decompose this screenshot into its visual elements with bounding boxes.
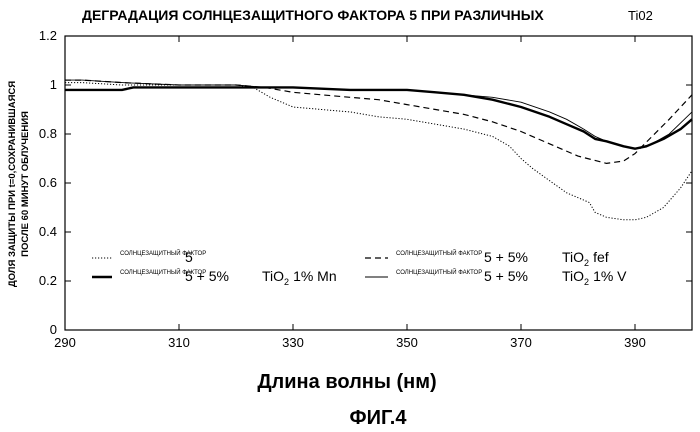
y-axis-label-line1: ДОЛЯ ЗАЩИТЫ ПРИ t=0,СОХРАНИВШАЯСЯ — [7, 81, 18, 287]
legend-tio2-4: TiO2 1% V — [562, 268, 627, 287]
legend-entry-3: СОЛНЦЕЗАЩИТНЫЙ ФАКТОР 5 + 5% TiO2 fef — [365, 249, 609, 268]
legend-small-label-3: СОЛНЦЕЗАЩИТНЫЙ ФАКТОР — [396, 249, 482, 257]
legend-entry-1: СОЛНЦЕЗАЩИТНЫЙ ФАКТОР 5 — [92, 249, 206, 265]
series-line-1 — [65, 83, 692, 220]
x-tick-label: 390 — [624, 335, 646, 350]
legend-tio2-subscript-2: 2 — [284, 277, 289, 287]
x-tick-label: 350 — [396, 335, 418, 350]
y-tick-label: 0.4 — [39, 224, 57, 239]
legend-tio2-base-4: TiO — [562, 268, 584, 284]
figure-label: ФИГ.4 — [350, 407, 408, 429]
y-tick-label: 1.2 — [39, 28, 57, 43]
x-tick-label: 370 — [510, 335, 532, 350]
x-axis-label: Длина волны (нм) — [257, 371, 436, 393]
y-axis: 00.20.40.60.811.2 — [39, 28, 692, 337]
y-tick-label: 0.8 — [39, 126, 57, 141]
legend-tio2-subscript-3: 2 — [584, 258, 589, 268]
legend-entry-2: СОЛНЦЕЗАЩИТНЫЙ ФАКТОР 5 + 5% TiO21% Mn — [92, 268, 337, 287]
legend-label-1: 5 — [185, 249, 193, 265]
series-line-2 — [65, 87, 692, 148]
legend-tio2-3: TiO2 fef — [562, 249, 609, 268]
legend-label-4: 5 + 5% — [484, 268, 528, 284]
y-axis-label-line2: ПОСЛЕ 60 МИНУТ ОБЛУЧЕНИЯ — [20, 111, 31, 257]
legend-tio2-suffix-4: 1% V — [593, 268, 627, 284]
legend: СОЛНЦЕЗАЩИТНЫЙ ФАКТОР 5 СОЛНЦЕЗАЩИТНЫЙ Ф… — [92, 249, 627, 287]
y-tick-label: 0.2 — [39, 273, 57, 288]
series-layer — [65, 80, 692, 220]
legend-small-label-4: СОЛНЦЕЗАЩИТНЫЙ ФАКТОР — [396, 268, 482, 276]
x-tick-label: 290 — [54, 335, 76, 350]
legend-label-3: 5 + 5% — [484, 249, 528, 265]
plot-frame — [65, 36, 692, 330]
legend-entry-4: СОЛНЦЕЗАЩИТНЫЙ ФАКТОР 5 + 5% TiO2 1% V — [365, 268, 627, 287]
y-tick-label: 1 — [50, 77, 57, 92]
x-tick-label: 310 — [168, 335, 190, 350]
legend-tio2-suffix-3: fef — [593, 249, 609, 265]
legend-small-label-1: СОЛНЦЕЗАЩИТНЫЙ ФАКТОР — [120, 249, 206, 257]
chart-title: ДЕГРАДАЦИЯ СОЛНЦЕЗАЩИТНОГО ФАКТОРА 5 ПРИ… — [82, 7, 544, 23]
legend-tio2-base-2: TiO — [262, 268, 284, 284]
legend-label-2: 5 + 5% — [185, 268, 229, 284]
legend-tio2-suffix-2: 1% Mn — [293, 268, 337, 284]
legend-tio2-subscript-4: 2 — [584, 277, 589, 287]
chart-title-suffix: Ti02 — [628, 8, 653, 23]
x-tick-label: 330 — [282, 335, 304, 350]
legend-tio2-2: TiO2 1% Mn — [262, 268, 337, 287]
y-tick-label: 0.6 — [39, 175, 57, 190]
legend-tio2-base-3: TiO — [562, 249, 584, 265]
series-line-3 — [65, 80, 692, 163]
